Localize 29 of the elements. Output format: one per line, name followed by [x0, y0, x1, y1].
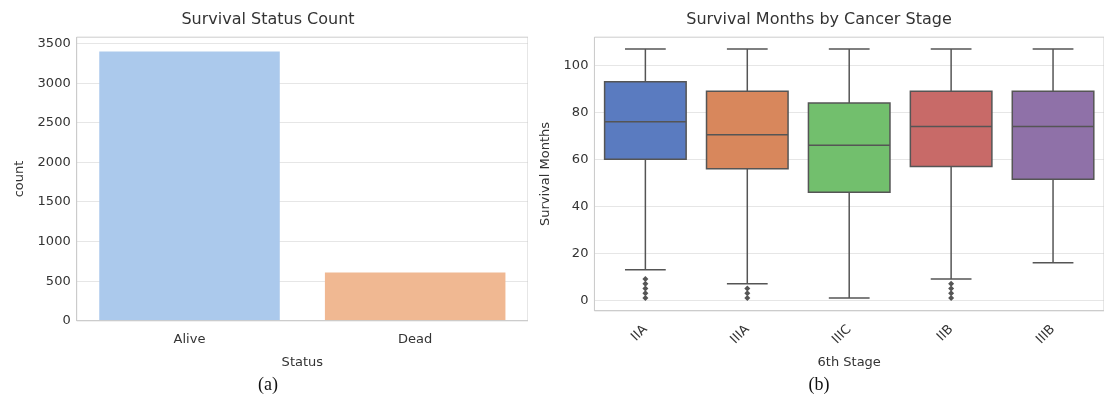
x-tick-label: IIIB: [1032, 321, 1058, 347]
y-tick-label: 0: [580, 291, 589, 307]
y-tick-label: 2000: [37, 153, 71, 169]
y-tick-label: 1000: [37, 232, 71, 248]
x-tick-label: IIA: [627, 321, 650, 344]
x-tick-label: IIIA: [726, 321, 752, 347]
y-axis-title: count: [11, 160, 27, 198]
y-tick-label: 80: [571, 103, 589, 119]
text: (b): [807, 374, 831, 395]
x-tick-label: Alive: [173, 330, 206, 346]
y-tick-label: 2500: [37, 114, 71, 130]
chart-title: Survival Months by Cancer Stage: [686, 8, 952, 28]
text: (a): [257, 374, 279, 395]
y-tick-label: 3500: [37, 34, 71, 50]
y-tick-label: 0: [62, 312, 71, 328]
x-tick-label: IIB: [933, 321, 956, 344]
x-tick-label: Dead: [398, 330, 433, 346]
y-tick-label: 20: [571, 244, 589, 260]
x-axis-title: 6th Stage: [817, 353, 881, 369]
y-tick-label: 1500: [37, 193, 71, 209]
x-axis-title: Status: [281, 353, 324, 369]
y-axis-title: Survival Months: [537, 121, 553, 227]
x-tick-label: IIIC: [828, 321, 854, 347]
y-tick-label: 500: [45, 272, 71, 288]
y-tick-label: 100: [563, 56, 589, 72]
y-tick-label: 40: [571, 197, 589, 213]
y-tick-label: 3000: [37, 74, 71, 90]
y-tick-label: 60: [571, 150, 589, 166]
chart-title: Survival Status Count: [181, 8, 355, 28]
